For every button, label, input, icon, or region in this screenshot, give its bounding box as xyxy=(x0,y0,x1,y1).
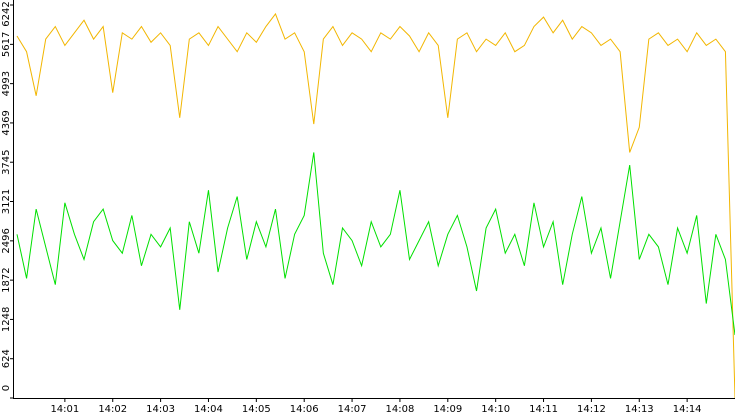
y-tick-label: 624 xyxy=(1,349,12,368)
series-line xyxy=(16,152,735,336)
x-tick-label: 14:05 xyxy=(242,404,271,415)
series-line xyxy=(16,12,735,399)
y-tick-label: 4993 xyxy=(1,71,12,96)
x-tick-label: 14:01 xyxy=(50,404,79,415)
x-tick-label: 14:08 xyxy=(386,404,415,415)
x-tick-label: 14:09 xyxy=(433,404,462,415)
y-tick-label: 3121 xyxy=(1,189,12,214)
x-tick-label: 14:07 xyxy=(338,404,367,415)
y-tick-label: 5617 xyxy=(1,32,12,57)
y-tick-label: 6242 xyxy=(1,1,12,26)
y-tick-label: 1872 xyxy=(1,267,12,292)
y-tick-label: 4369 xyxy=(1,110,12,135)
x-tick-label: 14:06 xyxy=(290,404,319,415)
y-tick-label: 0 xyxy=(1,385,12,391)
x-tick-label: 14:02 xyxy=(98,404,127,415)
y-tick-label: 2496 xyxy=(1,228,12,253)
x-tick-label: 14:04 xyxy=(194,404,223,415)
x-tick-label: 14:10 xyxy=(481,404,510,415)
x-tick-label: 14:11 xyxy=(529,404,558,415)
x-tick-label: 14:13 xyxy=(625,404,654,415)
y-tick-label: 3745 xyxy=(1,149,12,174)
x-tick-label: 14:03 xyxy=(146,404,175,415)
x-tick-label: 14:12 xyxy=(577,404,606,415)
x-tick-label: 14:14 xyxy=(673,404,702,415)
y-tick-label: 1248 xyxy=(1,307,12,332)
